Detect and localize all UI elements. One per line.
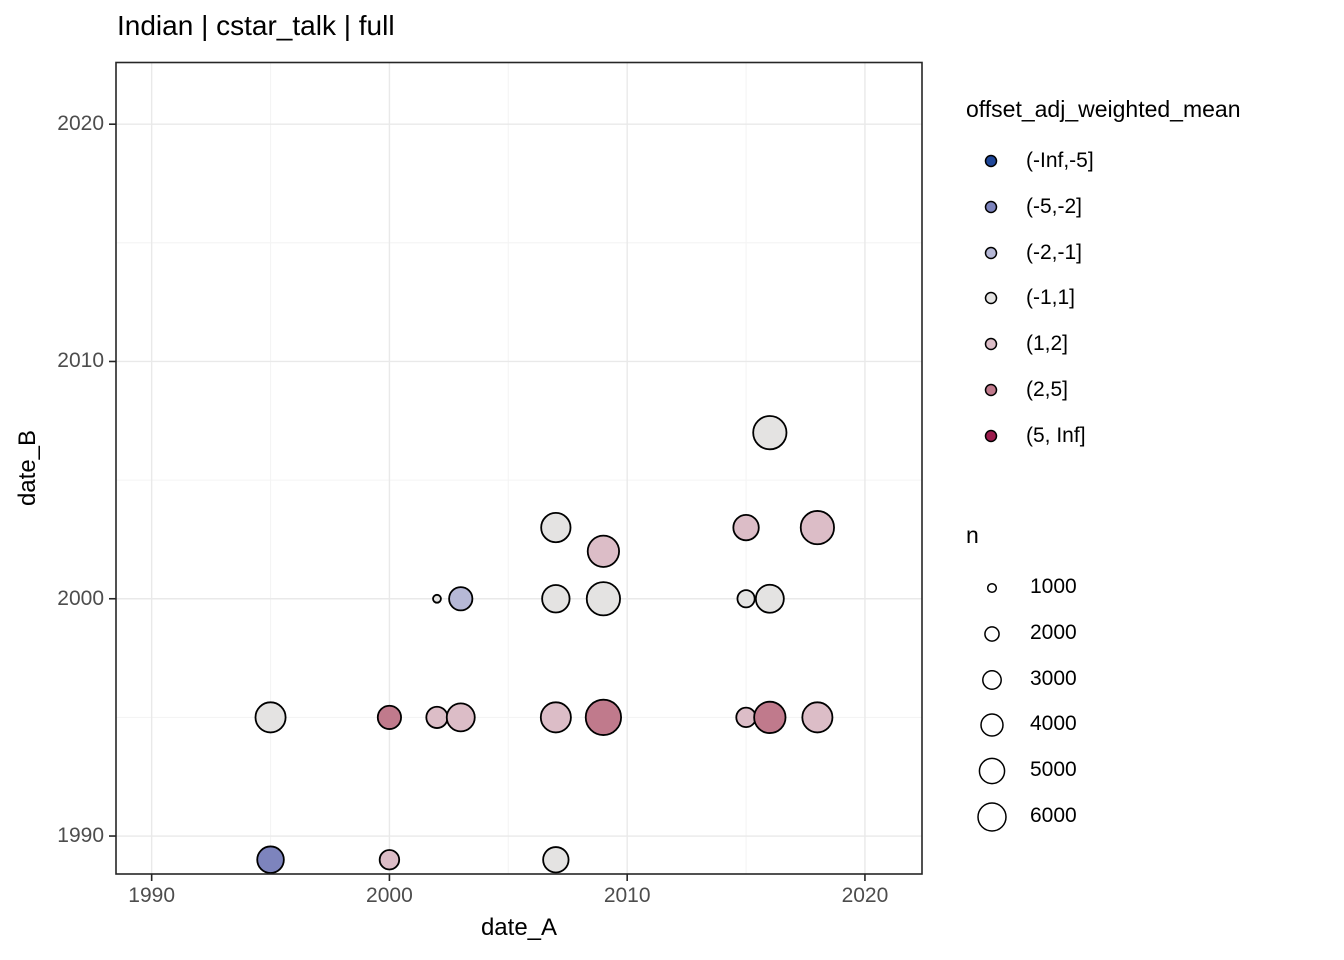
- size-legend-title: n: [966, 522, 979, 548]
- data-point: [376, 704, 402, 730]
- data-point: [752, 415, 788, 451]
- y-tick-label: 2010: [57, 349, 104, 373]
- panel-background: [116, 62, 922, 874]
- data-point: [378, 849, 401, 871]
- data-point: [254, 701, 287, 734]
- data-point: [445, 702, 476, 733]
- color-legend-key-icon: [984, 383, 998, 397]
- size-legend-key-icon: [980, 713, 1004, 738]
- color-legend-label: (5, Inf]: [1026, 423, 1086, 447]
- data-point: [586, 534, 620, 568]
- data-point: [584, 698, 622, 736]
- size-legend-label: 4000: [1030, 712, 1077, 736]
- color-legend-key-icon: [984, 429, 998, 443]
- y-tick-label: 2020: [57, 112, 104, 136]
- data-point: [256, 845, 285, 874]
- data-point: [539, 701, 572, 734]
- color-legend-label: (-Inf,-5]: [1026, 149, 1094, 172]
- data-point: [541, 584, 571, 614]
- data-point: [753, 700, 787, 734]
- data-point: [542, 846, 570, 874]
- size-legend-label: 2000: [1030, 620, 1077, 644]
- color-legend-key-icon: [984, 154, 998, 168]
- size-legend-label: 5000: [1030, 758, 1077, 782]
- panel-border: [115, 61, 923, 875]
- y-axis-title: date_B: [14, 429, 41, 507]
- size-legend-key-icon: [984, 625, 1000, 642]
- data-point: [801, 701, 834, 734]
- data-point: [540, 512, 572, 544]
- data-point: [799, 510, 835, 546]
- color-legend-label: (2,5]: [1026, 378, 1069, 401]
- color-legend-key-icon: [984, 292, 998, 305]
- y-tick-label: 2000: [57, 586, 104, 610]
- color-legend-key-icon: [984, 246, 998, 259]
- data-point: [432, 593, 442, 604]
- size-legend-key-icon: [978, 757, 1006, 785]
- color-legend-label: (-1,1]: [1026, 286, 1076, 310]
- x-tick-label: 2020: [841, 884, 889, 907]
- x-tick-label: 2010: [603, 884, 651, 907]
- size-legend-key-icon: [977, 802, 1007, 832]
- size-legend-label: 1000: [1030, 575, 1077, 598]
- size-legend-key-icon: [982, 669, 1002, 690]
- data-point: [754, 583, 785, 614]
- color-legend-key-icon: [984, 337, 998, 351]
- color-legend-key-icon: [984, 200, 998, 214]
- x-axis-title: date_A: [480, 914, 558, 941]
- data-point: [732, 513, 760, 542]
- color-legend-label: (-2,-1]: [1026, 240, 1083, 264]
- data-point: [585, 581, 621, 617]
- data-point: [736, 589, 756, 609]
- data-point: [425, 705, 449, 729]
- x-tick-label: 1990: [128, 884, 176, 907]
- size-legend-label: 6000: [1030, 804, 1077, 827]
- y-tick-label: 1990: [57, 824, 104, 848]
- color-legend-label: (1,2]: [1026, 332, 1069, 356]
- chart-title: Indian | cstar_talk | full: [117, 10, 395, 41]
- color-legend-title: offset_adj_weighted_mean: [966, 96, 1241, 122]
- data-point: [735, 706, 757, 729]
- size-legend-key-icon: [986, 582, 998, 594]
- x-tick-label: 2000: [366, 884, 413, 907]
- data-point: [448, 586, 474, 612]
- size-legend-label: 3000: [1030, 666, 1077, 690]
- color-legend-label: (-5,-2]: [1026, 194, 1083, 218]
